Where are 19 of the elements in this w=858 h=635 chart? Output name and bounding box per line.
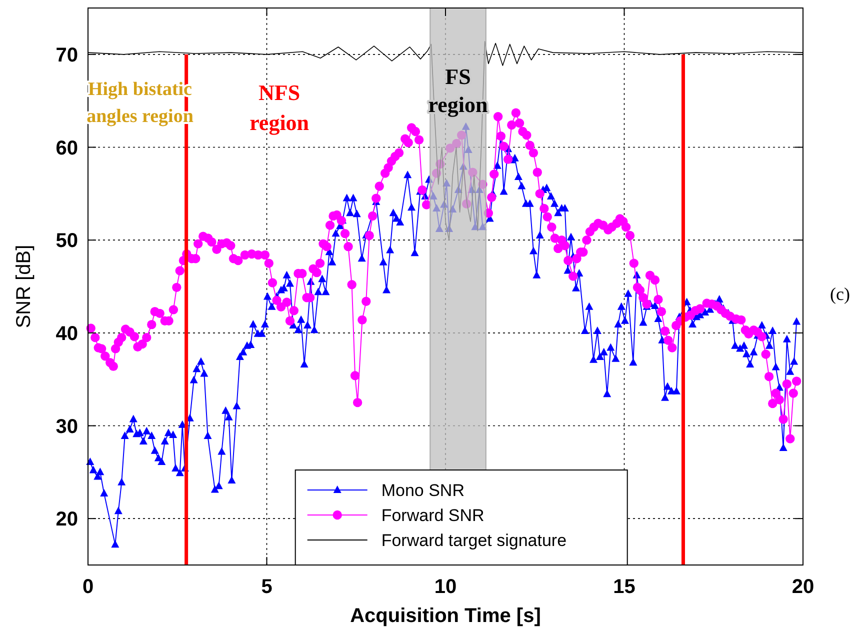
y-tick-label: 30 xyxy=(56,416,78,438)
x-tick-label: 5 xyxy=(261,576,272,598)
legend-label: Mono SNR xyxy=(381,481,464,500)
y-tick-label: 60 xyxy=(56,137,78,160)
x-axis-title: Acquisition Time [s] xyxy=(350,605,541,627)
band-label: FS region xyxy=(428,64,488,117)
ref-line-label: NFS region xyxy=(250,80,310,135)
y-tick-label: 40 xyxy=(56,322,78,345)
x-tick-label: 15 xyxy=(613,576,636,598)
x-tick-label: 10 xyxy=(434,576,457,598)
x-tick-label: 0 xyxy=(82,576,94,598)
x-tick-label: 20 xyxy=(792,576,814,598)
y-tick-label: 20 xyxy=(56,508,78,531)
y-tick-label: 70 xyxy=(56,44,78,66)
text: (c) xyxy=(830,284,850,304)
y-tick-label: 50 xyxy=(56,230,78,252)
legend-label: Forward target signature xyxy=(381,531,567,550)
legend-label: Forward SNR xyxy=(381,506,484,525)
y-axis-title: SNR [dB] xyxy=(13,244,35,328)
